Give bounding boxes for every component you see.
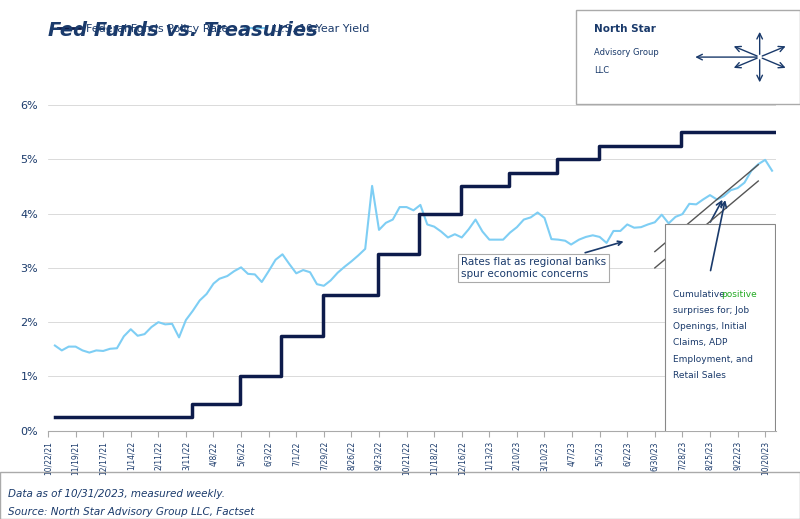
Text: positive: positive [721,290,757,298]
Text: Cumulative: Cumulative [673,290,727,298]
Text: Source: North Star Advisory Group LLC, Factset: Source: North Star Advisory Group LLC, F… [8,508,254,517]
Legend: Federal Funds Policy Rate, U.S. 10-Year Yield: Federal Funds Policy Rate, U.S. 10-Year … [54,20,374,39]
Text: surprises for; Job: surprises for; Job [673,306,749,315]
Text: North Star: North Star [594,24,656,34]
Text: Fed Funds vs. Treasuries: Fed Funds vs. Treasuries [48,21,318,40]
Text: Retail Sales: Retail Sales [673,371,726,380]
Text: Claims, ADP: Claims, ADP [673,338,727,347]
Text: Openings, Initial: Openings, Initial [673,322,746,331]
Text: LLC: LLC [594,66,609,75]
Text: Rates flat as regional banks
spur economic concerns: Rates flat as regional banks spur econom… [461,241,622,279]
Text: Employment, and: Employment, and [673,355,753,364]
Text: Data as of 10/31/2023, measured weekly.: Data as of 10/31/2023, measured weekly. [8,489,225,499]
FancyBboxPatch shape [665,224,775,453]
Text: Cumulative: Cumulative [669,274,732,283]
Text: Advisory Group: Advisory Group [594,48,658,57]
